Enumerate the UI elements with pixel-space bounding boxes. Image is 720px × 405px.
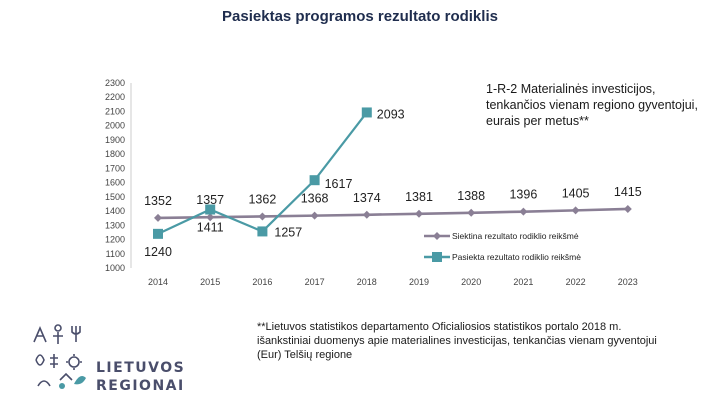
target-data-label: 1374 bbox=[353, 191, 381, 205]
target-point bbox=[519, 207, 528, 216]
target-data-label: 1415 bbox=[614, 185, 642, 199]
x-tick-label: 2021 bbox=[513, 277, 533, 287]
target-data-label: 1357 bbox=[196, 193, 224, 207]
chart-series bbox=[153, 107, 632, 239]
target-point bbox=[362, 210, 371, 219]
target-point bbox=[623, 204, 632, 213]
y-tick-label: 1100 bbox=[106, 249, 125, 259]
logo-line-1: LIETUVOS bbox=[96, 360, 186, 376]
achieved-point bbox=[257, 226, 268, 237]
y-tick-label: 2100 bbox=[105, 106, 125, 116]
target-data-label: 1368 bbox=[301, 192, 329, 206]
target-data-label: 1396 bbox=[509, 188, 537, 202]
regional-symbols-icon bbox=[33, 324, 86, 389]
achieved-point bbox=[205, 204, 216, 215]
y-tick-labels: 1000 1100 1200 1300 1400 1500 1600 1700 1800 1900… bbox=[105, 78, 125, 273]
y-tick-label: 1800 bbox=[105, 149, 125, 159]
legend-label: Pasiekta rezultato rodiklio reikšmė bbox=[452, 252, 581, 262]
achieved-point bbox=[361, 107, 372, 118]
target-data-label: 1381 bbox=[405, 190, 433, 204]
y-tick-label: 2000 bbox=[105, 121, 125, 131]
y-tick-label: 1200 bbox=[105, 235, 125, 245]
y-tick-label: 1700 bbox=[105, 163, 125, 173]
x-tick-labels: 2014 2015 2016 2017 2018 2019 2020 2021 2022 2023 bbox=[148, 277, 638, 287]
x-tick-label: 2014 bbox=[148, 277, 168, 287]
y-tick-label: 1000 bbox=[105, 263, 125, 273]
legend-diamond-marker bbox=[433, 232, 441, 240]
target-data-label: 1405 bbox=[562, 186, 590, 200]
achieved-data-label: 1257 bbox=[274, 225, 302, 239]
achieved-data-label: 1411 bbox=[197, 221, 224, 235]
legend-label: Siektina rezultato rodiklio reikšmė bbox=[452, 231, 579, 241]
target-data-label: 1362 bbox=[248, 192, 276, 206]
x-tick-label: 2022 bbox=[566, 277, 586, 287]
target-point bbox=[206, 213, 215, 222]
target-point bbox=[415, 209, 423, 218]
indicator-annotation: 1-R-2 Materialinės investicijos, tenkanč… bbox=[486, 82, 698, 128]
data-labels: 1352 1357 1362 1368 1374 1381 1388 1396 1405 1415… bbox=[144, 107, 642, 258]
achieved-data-label: 2093 bbox=[377, 107, 405, 121]
target-point bbox=[467, 208, 476, 217]
chart-legend: Siektina rezultato rodiklio reikšmė Pasie… bbox=[424, 231, 581, 262]
achieved-data-label: 1240 bbox=[144, 245, 172, 259]
y-tick-label: 1500 bbox=[105, 192, 125, 202]
y-tick-label: 2300 bbox=[105, 78, 125, 88]
lietuvos-regionai-logo: LIETUVOS REGIONAI bbox=[30, 318, 200, 398]
x-tick-label: 2018 bbox=[357, 277, 377, 287]
target-point bbox=[258, 212, 267, 221]
x-tick-label: 2020 bbox=[461, 277, 481, 287]
x-tick-label: 2019 bbox=[409, 277, 429, 287]
target-point bbox=[310, 211, 319, 220]
x-tick-label: 2016 bbox=[252, 277, 272, 287]
page-title: Pasiektas programos rezultato rodiklis bbox=[222, 8, 498, 25]
target-point bbox=[154, 213, 162, 222]
y-tick-label: 1600 bbox=[105, 178, 125, 188]
y-tick-label: 1900 bbox=[105, 135, 125, 145]
achieved-point bbox=[309, 175, 320, 186]
y-tick-label: 2200 bbox=[105, 92, 125, 102]
x-tick-label: 2015 bbox=[200, 277, 220, 287]
y-tick-label: 1400 bbox=[105, 206, 125, 216]
target-data-label: 1388 bbox=[457, 189, 485, 203]
target-series-line bbox=[157, 207, 628, 220]
target-point bbox=[571, 206, 580, 215]
logo-line-2: REGIONAI bbox=[96, 378, 185, 394]
source-footnote: **Lietuvos statistikos departamento Ofic… bbox=[257, 321, 657, 361]
achieved-data-label: 1617 bbox=[325, 177, 353, 191]
achieved-point bbox=[153, 228, 163, 239]
legend-square-marker bbox=[432, 252, 442, 262]
x-tick-label: 2017 bbox=[305, 277, 325, 287]
x-tick-label: 2023 bbox=[618, 277, 638, 287]
target-data-label: 1352 bbox=[144, 194, 172, 208]
y-tick-label: 1300 bbox=[105, 220, 125, 230]
